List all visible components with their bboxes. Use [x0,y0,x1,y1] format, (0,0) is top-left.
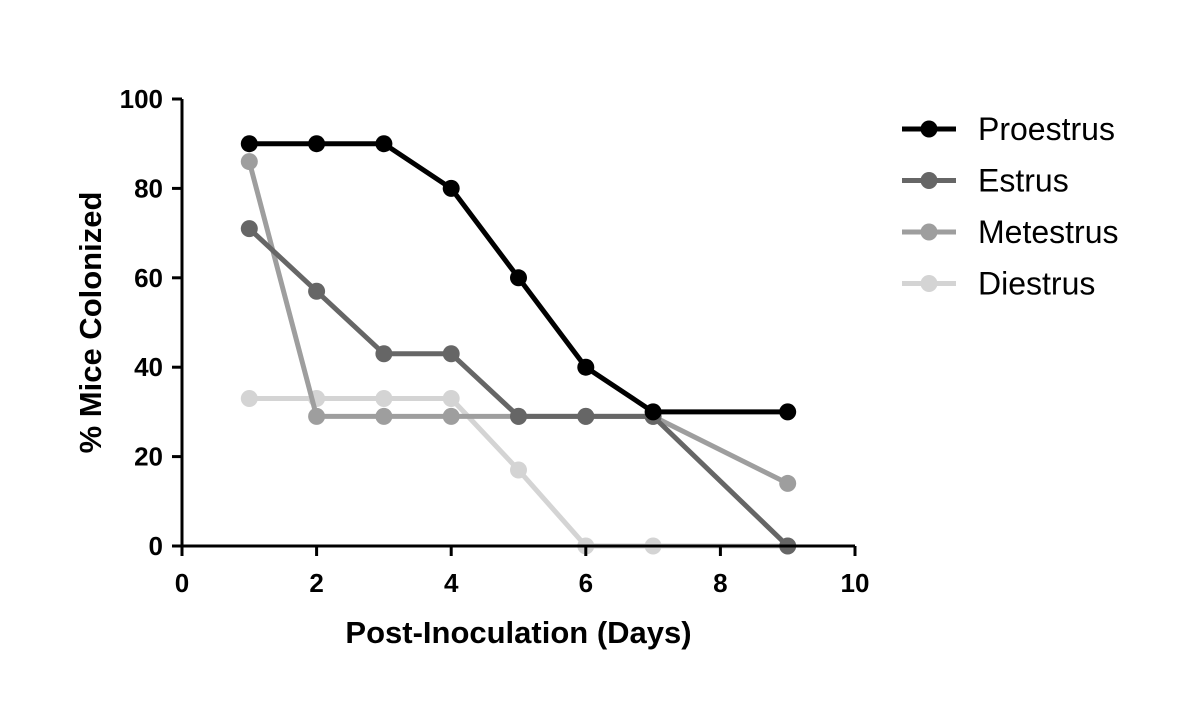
legend-item-proestrus: Proestrus [902,111,1115,147]
data-point-metestrus [375,407,393,425]
legend: Proestrus Estrus Metestrus Diestrus [902,111,1118,302]
data-point-diestrus [442,389,460,407]
data-point-metestrus [240,153,258,171]
y-tick-label: 40 [134,352,163,382]
legend-swatch-marker [920,223,938,241]
data-point-proestrus [308,135,326,153]
legend-swatch-marker [920,120,938,138]
y-axis-title: % Mice Colonized [73,192,108,454]
data-point-estrus [577,407,595,425]
x-tick-label: 10 [841,568,870,598]
x-axis-title: Post-Inoculation (Days) [345,615,691,650]
data-point-proestrus [644,403,662,421]
series-metestrus [240,153,797,492]
x-tick-label: 8 [713,568,727,598]
x-tick-label: 2 [309,568,323,598]
data-point-estrus [308,282,326,300]
data-point-proestrus [240,135,258,153]
data-point-proestrus [510,269,527,287]
series-line-estrus [247,226,790,548]
data-point-estrus [240,220,258,238]
data-point-proestrus [577,358,595,376]
data-point-proestrus [375,135,393,153]
legend-label: Diestrus [978,266,1095,302]
legend-swatch-marker [920,275,938,292]
x-tick-label: 6 [579,568,593,598]
data-point-estrus [375,345,393,363]
y-tick-label: 60 [134,263,163,293]
legend-label: Metestrus [978,214,1118,250]
legend-item-estrus: Estrus [902,163,1069,199]
y-tick-label: 20 [134,442,163,472]
legend-label: Proestrus [978,111,1115,147]
series-line-metestrus [246,160,789,486]
x-tick-label: 4 [444,568,459,598]
data-point-estrus [442,345,460,363]
legend-item-metestrus: Metestrus [902,214,1118,250]
data-point-proestrus [779,403,797,421]
series-proestrus [240,135,797,421]
data-point-diestrus [510,461,527,479]
legend-item-diestrus: Diestrus [902,266,1095,302]
series-line-proestrus [249,141,788,415]
y-tick-label: 0 [149,531,163,561]
data-point-proestrus [442,179,460,197]
data-point-diestrus [240,389,258,407]
y-tick-label: 100 [120,84,163,114]
x-tick-label: 0 [175,568,189,598]
legend-swatch-marker [920,172,938,189]
data-point-metestrus [442,407,460,425]
series-layer [240,135,797,555]
data-point-metestrus [308,407,326,425]
y-tick-label: 80 [134,173,163,203]
data-point-diestrus [375,389,393,407]
data-point-estrus [510,407,527,425]
legend-label: Estrus [978,163,1069,199]
data-point-metestrus [779,474,797,492]
axes-layer [180,99,855,548]
